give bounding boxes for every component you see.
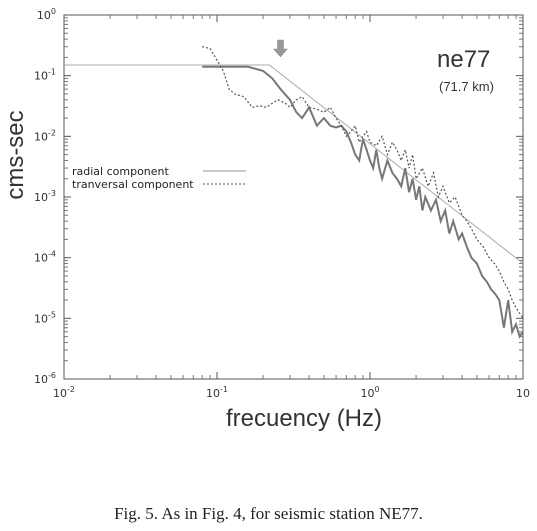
y-axis-label: cms-sec — [2, 110, 29, 199]
legend-label-tranversal: tranversal component — [72, 178, 194, 191]
y-tick-label: 100 — [37, 7, 56, 22]
y-tick-label: 10-5 — [34, 310, 56, 325]
x-axis-label: frecuency (Hz) — [226, 405, 382, 432]
x-tick-label: 10 — [516, 387, 530, 400]
x-tick-label: 10-1 — [206, 385, 228, 400]
figure-caption: Fig. 5. As in Fig. 4, for seismic statio… — [114, 504, 423, 523]
x-axis-ticks: 10-2 10-1 100 10 — [53, 15, 530, 400]
y-tick-label: 10-1 — [34, 68, 56, 83]
y-tick-label: 10-4 — [34, 250, 56, 265]
y-axis-ticks: 100 10-1 10-2 10-3 10-4 10-5 10-6 — [34, 7, 523, 386]
arrow-icon — [272, 39, 289, 58]
distance-label: (71.7 km) — [439, 79, 494, 94]
legend-label-radial: radial component — [72, 165, 170, 178]
radial-component-line — [202, 65, 524, 339]
y-tick-label: 10-3 — [34, 189, 56, 204]
y-tick-label: 10-6 — [34, 371, 56, 386]
station-label: ne77 — [437, 46, 490, 73]
x-tick-label: 100 — [360, 385, 379, 400]
y-tick-label: 10-2 — [34, 128, 56, 143]
x-tick-label: 10-2 — [53, 385, 75, 400]
